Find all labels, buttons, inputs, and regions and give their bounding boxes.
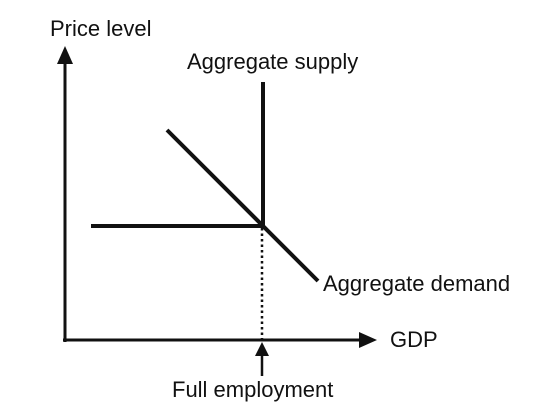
full-employment-pointer-arrow: [255, 342, 269, 376]
aggregate-demand-curve: [165, 128, 320, 283]
x-axis-arrowhead: [359, 332, 377, 348]
full-employment-label: Full employment: [172, 377, 333, 402]
aggregate-supply-curve: [91, 82, 265, 228]
x-axis-label: GDP: [390, 327, 438, 352]
aggregate-supply-label: Aggregate supply: [187, 49, 358, 74]
y-axis: [57, 46, 73, 342]
y-axis-arrowhead: [57, 46, 73, 64]
full-employment-arrowhead: [255, 342, 269, 356]
aggregate-demand-label: Aggregate demand: [323, 271, 510, 296]
x-axis: [63, 332, 377, 348]
y-axis-label: Price level: [50, 16, 151, 41]
